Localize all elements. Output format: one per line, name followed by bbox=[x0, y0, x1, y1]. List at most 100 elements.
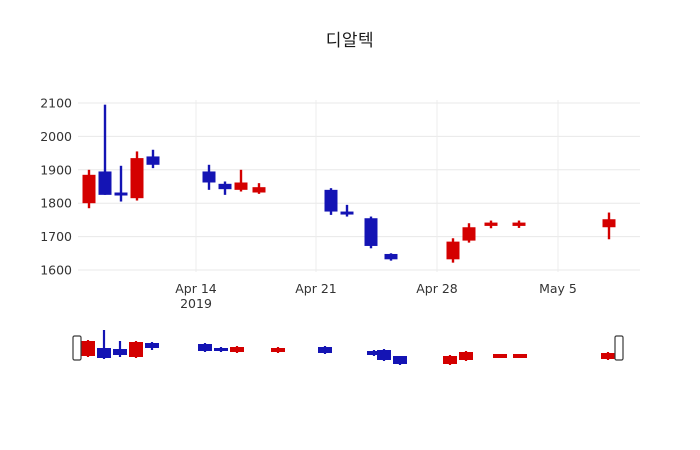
candle-body bbox=[202, 171, 216, 183]
mini-candle-body bbox=[230, 347, 244, 352]
mini-candlestick[interactable] bbox=[129, 341, 143, 358]
candle-body bbox=[324, 189, 338, 212]
candlestick[interactable] bbox=[462, 223, 476, 243]
mini-candlestick[interactable] bbox=[113, 341, 127, 357]
candle-body bbox=[462, 227, 476, 241]
candle-body bbox=[146, 156, 160, 165]
y-axis-labels-group: 1600 1700 1800 1900 2000 2100 bbox=[40, 96, 72, 278]
candlestick[interactable] bbox=[364, 216, 378, 249]
mini-candle-body bbox=[459, 352, 473, 360]
mini-candle-body bbox=[377, 350, 391, 360]
candlestick[interactable] bbox=[218, 181, 232, 195]
mini-candle-body bbox=[81, 341, 95, 356]
candlestick[interactable] bbox=[602, 212, 616, 240]
mini-candle-body bbox=[601, 353, 615, 359]
candlestick[interactable] bbox=[484, 220, 498, 229]
mini-candlestick[interactable] bbox=[601, 352, 615, 360]
range-slider-handles[interactable] bbox=[72, 335, 624, 361]
mini-candle-body bbox=[145, 343, 159, 348]
mini-candle-body bbox=[318, 347, 332, 353]
y-axis-tick-label: 2000 bbox=[40, 129, 72, 144]
mini-candlestick[interactable] bbox=[367, 350, 381, 356]
candlestick[interactable] bbox=[340, 204, 354, 217]
range-slider-left-handle[interactable] bbox=[72, 335, 82, 361]
candle-body bbox=[446, 241, 460, 260]
candle-body bbox=[82, 174, 96, 204]
candlestick[interactable] bbox=[146, 149, 160, 169]
candle-wick bbox=[119, 165, 123, 202]
mini-candle-body bbox=[97, 348, 111, 358]
y-axis-tick-label: 1900 bbox=[40, 162, 72, 177]
candlestick[interactable] bbox=[82, 169, 96, 209]
y-axis-tick-label: 1600 bbox=[40, 263, 72, 278]
mini-candlestick[interactable] bbox=[443, 355, 457, 365]
candlestick[interactable] bbox=[252, 183, 266, 194]
mini-candle-body bbox=[513, 354, 527, 358]
mini-candle-body bbox=[367, 351, 381, 355]
candlestick[interactable] bbox=[324, 188, 338, 215]
mini-candle-body bbox=[271, 348, 285, 352]
candle-wick bbox=[345, 204, 349, 217]
mini-candlestick[interactable] bbox=[97, 330, 111, 359]
x-axis-labels-group: Apr 14 Apr 21 Apr 28 May 5 2019 bbox=[175, 281, 577, 311]
candle-body bbox=[98, 171, 112, 195]
mini-candlestick[interactable] bbox=[214, 347, 228, 352]
candle-body bbox=[364, 218, 378, 246]
candle-wick bbox=[239, 169, 243, 192]
candle-body bbox=[114, 192, 128, 196]
mini-candlestick[interactable] bbox=[377, 349, 391, 361]
gridlines-group bbox=[78, 102, 640, 271]
mini-candlestick[interactable] bbox=[513, 354, 527, 358]
candlestick[interactable] bbox=[202, 164, 216, 190]
mini-candlestick[interactable] bbox=[271, 347, 285, 353]
candlestick[interactable] bbox=[446, 238, 460, 263]
candlestick[interactable] bbox=[234, 169, 248, 192]
y-axis-tick-label: 1700 bbox=[40, 229, 72, 244]
candlestick[interactable] bbox=[114, 165, 128, 202]
x-axis-tick-label: Apr 28 bbox=[416, 281, 458, 296]
x-axis-tick-label: Apr 21 bbox=[295, 281, 337, 296]
mini-candle-body bbox=[393, 356, 407, 364]
y-axis-tick-label: 1800 bbox=[40, 196, 72, 211]
mini-candle-body bbox=[214, 348, 228, 351]
mini-candle-body bbox=[198, 344, 212, 351]
y-axis-tick-label: 2100 bbox=[40, 96, 72, 111]
range-slider-series[interactable] bbox=[81, 330, 615, 365]
candle-body bbox=[252, 187, 266, 193]
mini-candle-body bbox=[129, 342, 143, 357]
mini-candle-body bbox=[113, 349, 127, 355]
mini-candlestick[interactable] bbox=[81, 340, 95, 357]
candle-body bbox=[130, 158, 144, 199]
candle-body bbox=[484, 222, 498, 226]
mini-candlestick[interactable] bbox=[318, 346, 332, 354]
candle-body bbox=[384, 253, 398, 260]
candlestick[interactable] bbox=[130, 151, 144, 201]
candlestick-series[interactable] bbox=[82, 104, 616, 263]
mini-candlestick[interactable] bbox=[459, 351, 473, 361]
mini-candle-body bbox=[493, 354, 507, 358]
mini-candlestick[interactable] bbox=[230, 346, 244, 353]
vertical-gridlines-group bbox=[195, 100, 559, 272]
mini-candlestick[interactable] bbox=[198, 343, 212, 352]
candlestick[interactable] bbox=[384, 253, 398, 261]
x-axis-tick-label: Apr 14 bbox=[175, 281, 217, 296]
x-axis-tick-label: May 5 bbox=[539, 281, 577, 296]
candle-body bbox=[218, 183, 232, 190]
candle-wick bbox=[103, 104, 107, 195]
x-axis-year-label: 2019 bbox=[180, 296, 212, 311]
page-title: 디알텍 bbox=[325, 31, 375, 51]
mini-candlestick[interactable] bbox=[393, 356, 407, 365]
candle-body bbox=[512, 222, 526, 226]
mini-candle-body bbox=[443, 356, 457, 364]
mini-candle-wick bbox=[102, 330, 106, 359]
mini-candlestick[interactable] bbox=[493, 354, 507, 358]
candle-body bbox=[340, 211, 354, 215]
mini-candlestick[interactable] bbox=[145, 342, 159, 350]
candle-body bbox=[602, 219, 616, 228]
candlestick[interactable] bbox=[512, 220, 526, 228]
range-slider-right-handle[interactable] bbox=[614, 335, 624, 361]
candlestick[interactable] bbox=[98, 104, 112, 195]
candle-body bbox=[234, 182, 248, 190]
